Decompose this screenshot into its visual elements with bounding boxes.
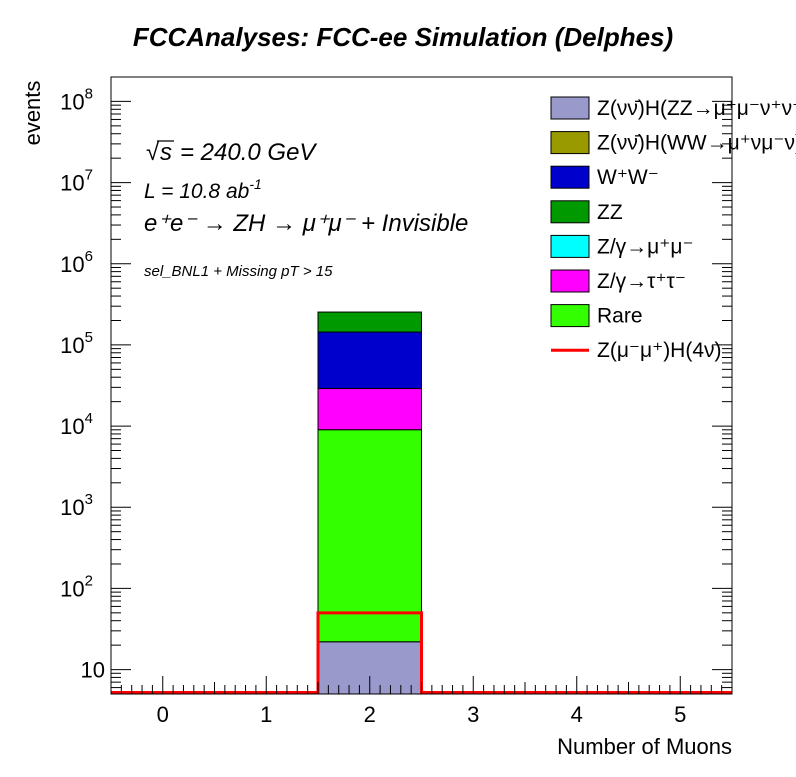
bar-segment-7 <box>317 311 422 333</box>
legend-swatch <box>550 200 590 224</box>
y-tick-label: 105 <box>60 329 93 358</box>
legend-swatch <box>550 269 590 293</box>
y-tick-label: 106 <box>60 248 93 277</box>
legend-label: Z(νν̄)H(ZZ→μ⁺μ⁻ν⁺ν⁻) <box>597 97 796 120</box>
annotation-sqrt-s: √ s = 240.0 GeV <box>146 139 317 166</box>
legend-label: Z/γ→μ⁺μ⁻ <box>597 235 694 258</box>
legend-swatch <box>550 131 590 155</box>
legend-label: W⁺W⁻ <box>597 166 659 189</box>
x-tick-label: 4 <box>571 702 583 727</box>
x-axis-label: Number of Muons <box>557 734 732 759</box>
bar-segment-6 <box>317 331 422 390</box>
svg-text:s: s <box>160 139 172 166</box>
legend-label: Z/γ→τ⁺τ⁻ <box>597 270 686 293</box>
legend-label: Rare <box>597 305 643 328</box>
signal-histogram <box>111 611 732 694</box>
legend-label: ZZ <box>597 201 623 224</box>
legend: Z(νν̄)H(ZZ→μ⁺μ⁻ν⁺ν⁻) Z(νν̄)H(WW→μ⁺νμ⁻ν) W⁺… <box>550 96 796 362</box>
legend-label: Z(νν̄)H(WW→μ⁺νμ⁻ν) <box>597 132 796 155</box>
legend-label: Z(μ⁻μ⁺)H(4ν) <box>597 339 722 362</box>
x-tick-label: 5 <box>674 702 686 727</box>
legend-swatch <box>550 96 590 120</box>
x-tick-label: 3 <box>467 702 479 727</box>
y-tick-label: 103 <box>60 491 93 520</box>
legend-swatch <box>550 304 590 328</box>
legend-swatch <box>550 234 590 258</box>
y-axis-label: events <box>20 81 45 146</box>
x-axis-ticks: 0 1 2 3 4 5 <box>110 676 733 727</box>
signal-line <box>111 611 732 694</box>
y-tick-label: 102 <box>60 572 93 601</box>
chart-title: FCCAnalyses: FCC-ee Simulation (Delphes) <box>133 22 673 52</box>
y-tick-label: 104 <box>60 410 93 439</box>
svg-text:L = 10.8 ab-1: L = 10.8 ab-1 <box>144 176 262 203</box>
legend-swatch <box>550 165 590 189</box>
stacked-bars <box>317 311 422 694</box>
lumi-exponent: -1 <box>249 176 261 192</box>
bar-segment-3 <box>317 429 422 643</box>
x-tick-label: 1 <box>260 702 272 727</box>
y-tick-label: 108 <box>60 85 93 114</box>
annotation-selection: sel_BNL1 + Missing pT > 15 <box>144 263 333 280</box>
x-tick-label: 2 <box>364 702 376 727</box>
annotation-luminosity: L = 10.8 ab-1 <box>144 176 262 203</box>
svg-text:√: √ <box>146 139 160 166</box>
annotation-process: e⁺e⁻ → ZH → μ⁺μ⁻ + Invisible <box>144 210 468 237</box>
y-tick-label: 107 <box>60 167 93 196</box>
x-tick-label: 0 <box>157 702 169 727</box>
sqrt-s-value: = 240.0 GeV <box>180 139 317 166</box>
y-axis-ticks: 10 102 103 104 105 106 107 108 <box>60 76 732 695</box>
y-tick-label: 10 <box>81 658 105 683</box>
lumi-text: L = 10.8 ab <box>144 180 250 203</box>
bar-segment-4 <box>317 388 422 431</box>
